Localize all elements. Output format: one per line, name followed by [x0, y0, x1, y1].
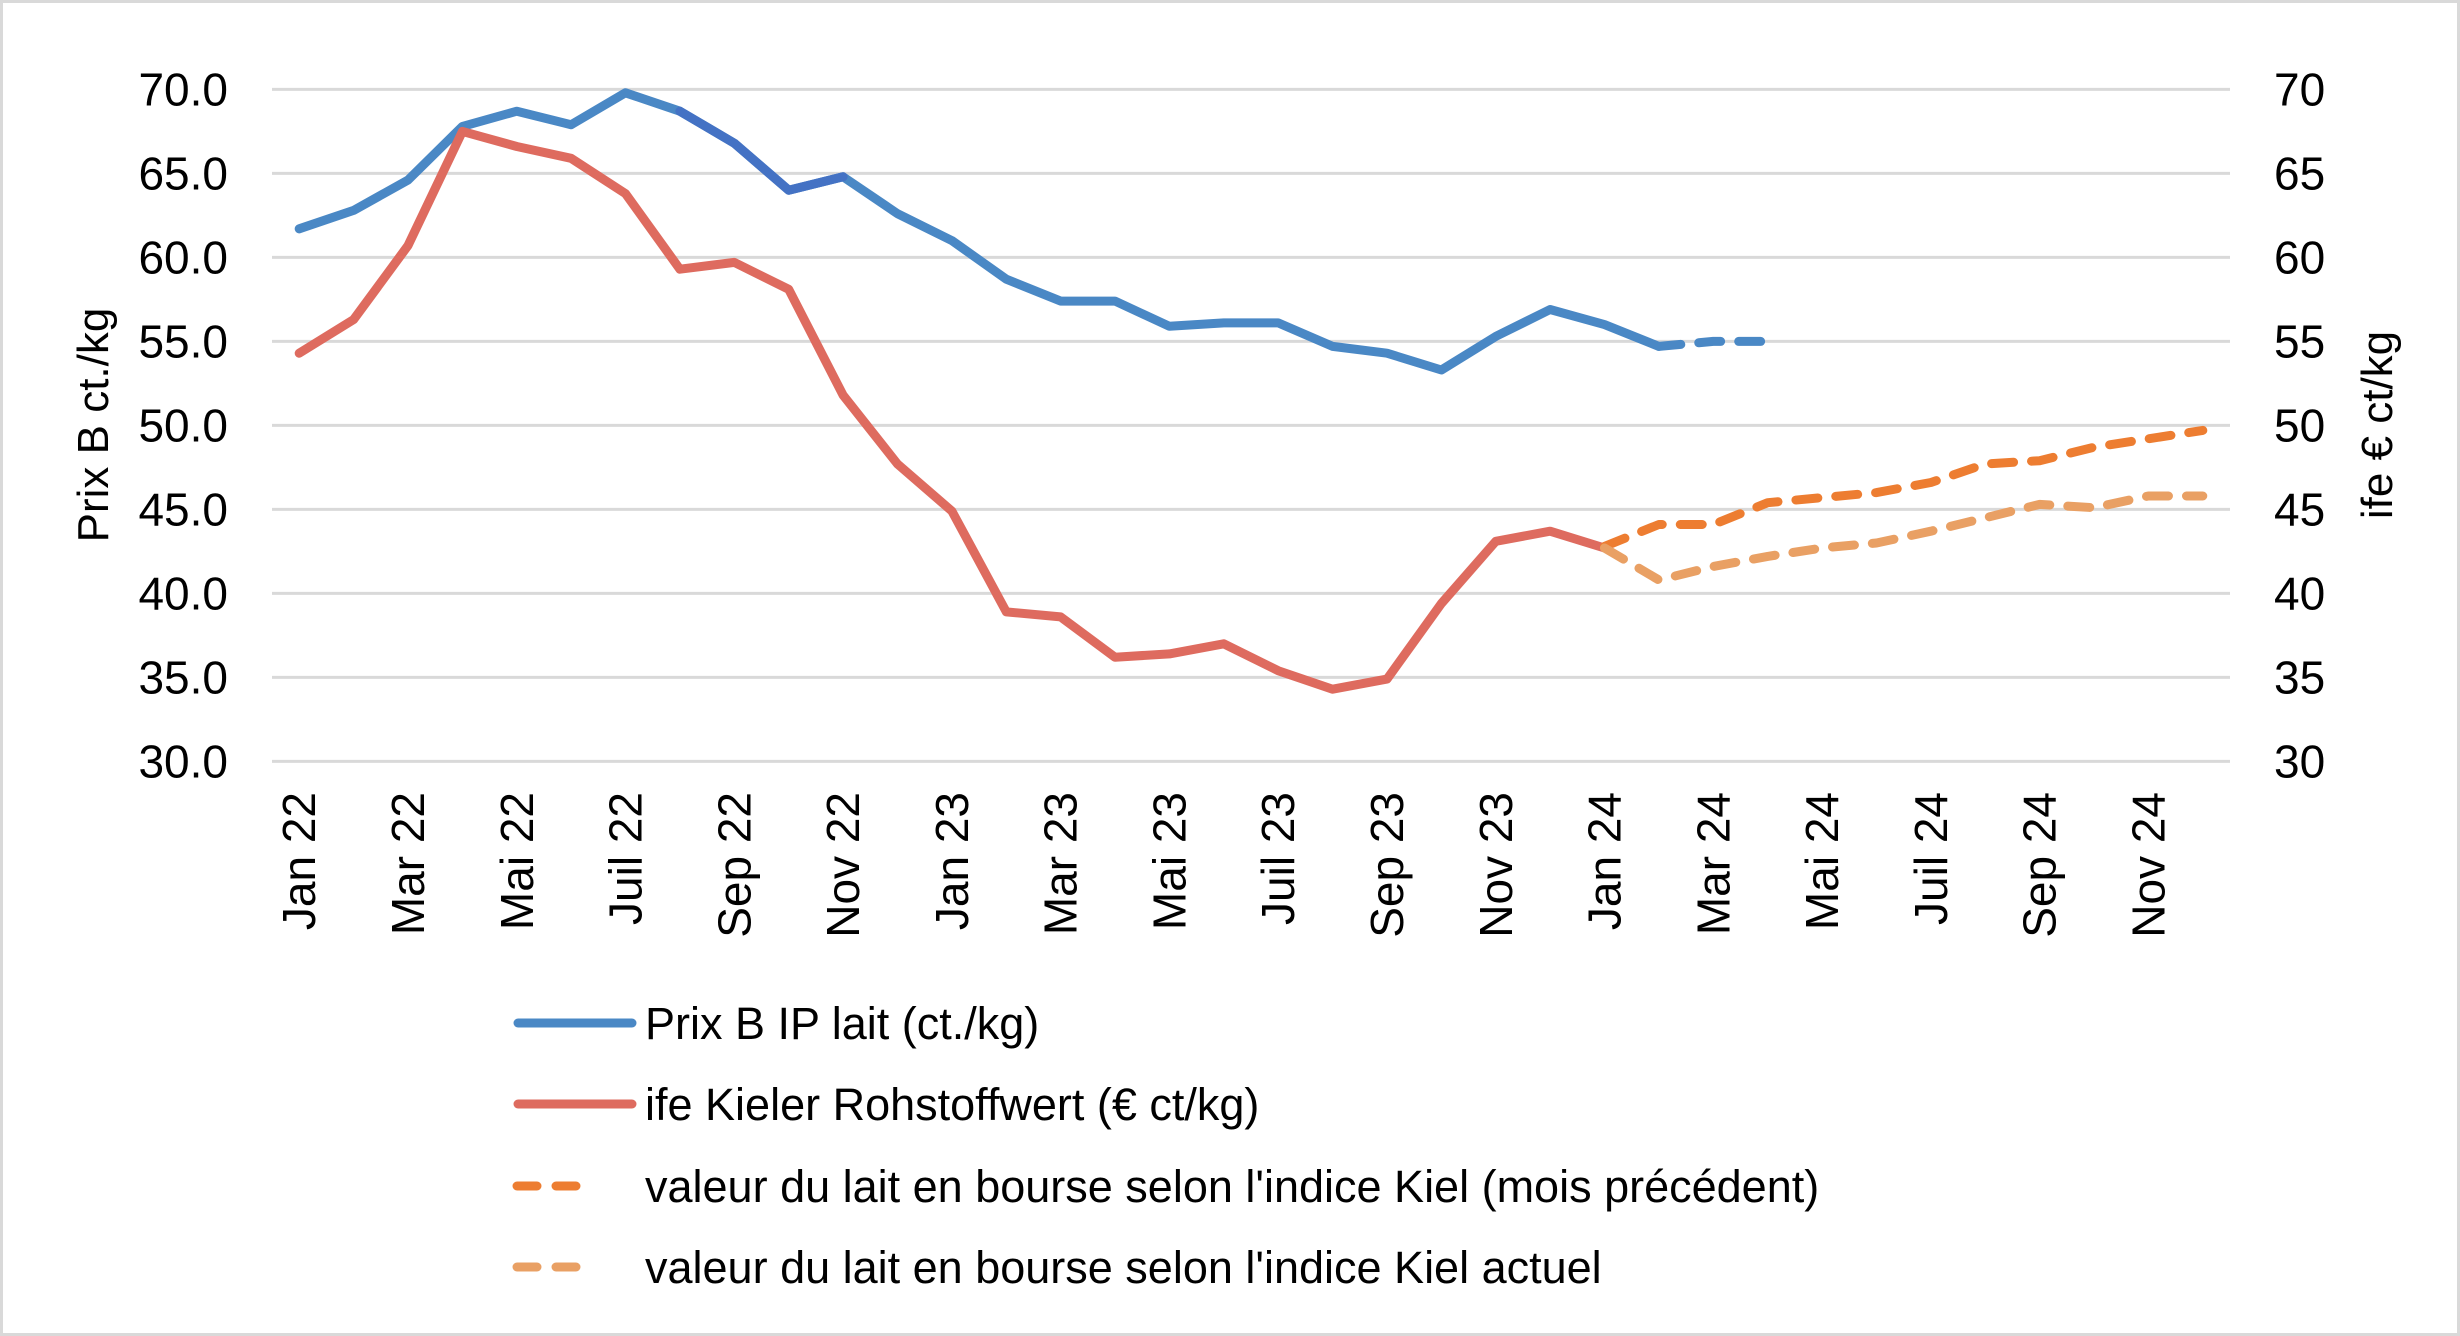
y-tick-label-right: 70	[2274, 63, 2325, 115]
x-tick-label: Mar 23	[1035, 792, 1087, 935]
x-tick-label: Nov 22	[817, 792, 869, 938]
series-line-2	[294, 126, 1609, 694]
x-axis-ticks: Jan 22 Mar 22 Mai 22 Juil 22 Sep 22 Nov 22 Jan…	[273, 792, 2174, 938]
series-line-3	[1600, 425, 2208, 551]
y-tick-label-left: 30.0	[138, 735, 228, 787]
legend-item: valeur du lait en bourse selon l'indice …	[512, 1242, 1602, 1293]
x-tick-label: Juil 22	[600, 792, 652, 925]
y-tick-label-right: 65	[2274, 147, 2325, 199]
x-tick-label: Sep 22	[708, 792, 760, 938]
series-line-4	[1600, 491, 2208, 585]
x-tick-label: Jan 23	[926, 792, 978, 930]
legend-label: ife Kieler Rohstoffwert (€ ct/kg)	[645, 1079, 1259, 1130]
y-tick-label-left: 70.0	[138, 63, 228, 115]
gridlines	[272, 87, 2230, 763]
x-tick-label: Nov 23	[1470, 792, 1522, 938]
y-axis-right-ticks: 30 35 40 45 50 55 60 65 70	[2274, 63, 2325, 787]
legend-item: Prix B IP lait (ct./kg)	[513, 998, 1039, 1049]
series-lines	[294, 88, 2208, 694]
y-tick-label-right: 50	[2274, 399, 2325, 451]
series-line-0-highlight	[675, 106, 848, 195]
legend-item: valeur du lait en bourse selon l'indice …	[512, 1161, 1819, 1212]
y-tick-label-left: 40.0	[138, 567, 228, 619]
series-line-1	[1654, 336, 1773, 351]
y-tick-label-right: 60	[2274, 231, 2325, 283]
y-tick-label-right: 35	[2274, 651, 2325, 703]
y-tick-label-left: 50.0	[138, 399, 228, 451]
y-tick-label-left: 35.0	[138, 651, 228, 703]
y-tick-label-left: 55.0	[138, 315, 228, 367]
x-tick-label: Sep 24	[2014, 792, 2066, 938]
legend-label: Prix B IP lait (ct./kg)	[645, 998, 1039, 1049]
x-tick-label: Juil 24	[1905, 792, 1957, 925]
x-tick-label: Sep 23	[1361, 792, 1413, 938]
y-axis-right-title: ife € ct/kg	[2353, 331, 2402, 519]
y-tick-label-right: 40	[2274, 567, 2325, 619]
x-tick-label: Mai 24	[1796, 792, 1848, 930]
legend: Prix B IP lait (ct./kg) ife Kieler Rohsto…	[512, 998, 1819, 1293]
x-tick-label: Mai 22	[491, 792, 543, 930]
x-tick-label: Nov 24	[2122, 792, 2174, 938]
x-tick-label: Mar 22	[382, 792, 434, 935]
x-tick-label: Mai 23	[1143, 792, 1195, 930]
legend-label: valeur du lait en bourse selon l'indice …	[645, 1242, 1602, 1293]
y-tick-label-right: 55	[2274, 315, 2325, 367]
y-axis-left-ticks: 30.0 35.0 40.0 45.0 50.0 55.0 60.0 65.0 70.0	[138, 63, 228, 787]
y-tick-label-right: 30	[2274, 735, 2325, 787]
legend-label: valeur du lait en bourse selon l'indice …	[645, 1161, 1819, 1212]
y-tick-label-left: 65.0	[138, 147, 228, 199]
y-tick-label-left: 60.0	[138, 231, 228, 283]
x-tick-label: Mar 24	[1687, 792, 1739, 935]
series-line-0	[294, 88, 1664, 375]
y-axis-left-title: Prix B ct./kg	[69, 308, 118, 543]
legend-item: ife Kieler Rohstoffwert (€ ct/kg)	[513, 1079, 1259, 1130]
y-tick-label-left: 45.0	[138, 483, 228, 535]
x-tick-label: Juil 23	[1252, 792, 1304, 925]
x-tick-label: Jan 22	[273, 792, 325, 930]
y-tick-label-right: 45	[2274, 483, 2325, 535]
x-tick-label: Jan 24	[1579, 792, 1631, 930]
